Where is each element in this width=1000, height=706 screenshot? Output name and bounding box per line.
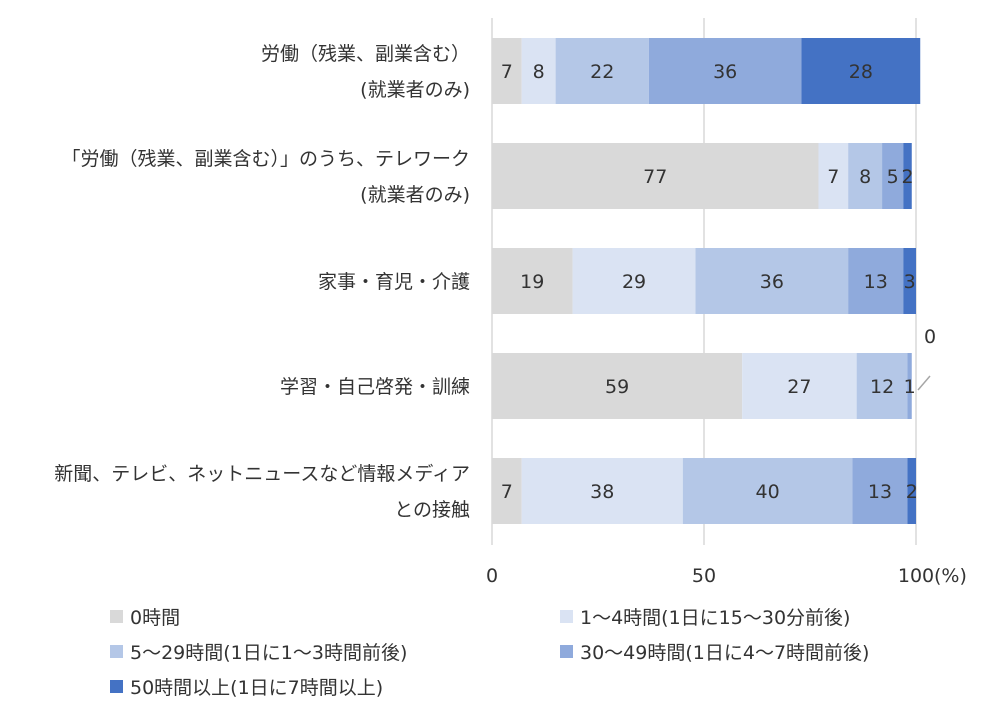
segment-label-1-2: 8 [859, 166, 871, 188]
segment-label-1-3: 5 [887, 166, 899, 188]
category-label-4-1: との接触 [394, 499, 470, 521]
segment-label-1-1: 7 [827, 166, 839, 188]
segment-label-4-4: 2 [906, 481, 918, 503]
bar-segment-0-4 [801, 38, 921, 104]
bar-segment-1-4 [903, 143, 912, 209]
legend-label-3: 30～49時間(1日に4～7時間前後) [580, 642, 869, 664]
segment-label-1-4: 2 [901, 166, 913, 188]
segment-label-0-0: 7 [501, 61, 513, 83]
x-axis: 0 50 100 (%) [486, 565, 967, 587]
legend-swatch-0 [110, 610, 123, 623]
bar-segment-3-0 [492, 353, 743, 419]
segment-label-3-0: 59 [605, 376, 629, 398]
category-label-3-0: 学習・自己啓発・訓練 [280, 376, 470, 398]
segment-label-0-3: 36 [713, 61, 737, 83]
bar-segment-0-1 [521, 38, 556, 104]
bar-segment-2-3 [848, 248, 904, 314]
bar-segment-3-2 [856, 353, 908, 419]
annotation-leader-0 [917, 375, 931, 391]
bar-segment-2-1 [572, 248, 696, 314]
segment-label-2-1: 29 [622, 271, 646, 293]
annotations: 0 [917, 326, 936, 391]
segment-label-4-1: 38 [590, 481, 614, 503]
bar-segment-1-1 [818, 143, 849, 209]
bar-segment-4-0 [492, 458, 522, 524]
bar-segments [492, 38, 921, 524]
bar-segment-2-2 [695, 248, 849, 314]
category-label-1-0: 「労働（残業、副業含む）」のうち、テレワーク [61, 148, 470, 170]
bar-segment-0-0 [492, 38, 522, 104]
legend-swatch-1 [560, 610, 573, 623]
segment-label-3-1: 27 [787, 376, 811, 398]
bar-segment-2-0 [492, 248, 573, 314]
legend-label-1: 1～4時間(1日に15～30分前後) [580, 607, 850, 629]
legend: 0時間 1～4時間(1日に15～30分前後) 5～29時間(1日に1～3時間前後) 3… [110, 607, 869, 699]
bar-segment-0-2 [555, 38, 649, 104]
segment-label-2-0: 19 [520, 271, 544, 293]
bar-segment-4-4 [907, 458, 916, 524]
annotation-label-0: 0 [924, 326, 936, 348]
x-tick-label-50: 50 [692, 565, 716, 587]
bar-segment-1-3 [882, 143, 904, 209]
segment-label-0-1: 8 [533, 61, 545, 83]
category-labels: 労働（残業、副業含む） (就業者のみ) 「労働（残業、副業含む）」のうち、テレワーク… [54, 43, 470, 521]
segment-label-2-2: 36 [760, 271, 784, 293]
category-label-0-0: 労働（残業、副業含む） [261, 43, 470, 65]
x-tick-label-100: 100 [898, 565, 934, 587]
bar-segment-4-2 [682, 458, 853, 524]
segment-label-4-2: 40 [756, 481, 780, 503]
bar-segment-4-3 [852, 458, 908, 524]
category-label-2-0: 家事・育児・介護 [318, 271, 470, 293]
bar-segment-0-3 [648, 38, 802, 104]
bar-segment-3-1 [742, 353, 857, 419]
segment-label-3-3: 1 [904, 376, 916, 398]
x-tick-label-0: 0 [486, 565, 498, 587]
bar-segment-1-2 [848, 143, 883, 209]
legend-label-0: 0時間 [130, 607, 180, 629]
segment-label-4-0: 7 [501, 481, 513, 503]
segment-label-2-4: 3 [904, 271, 916, 293]
segment-label-0-2: 22 [590, 61, 614, 83]
category-label-4-0: 新聞、テレビ、ネットニュースなど情報メディア [54, 463, 470, 485]
segment-label-3-2: 12 [870, 376, 894, 398]
legend-swatch-3 [560, 645, 573, 658]
bar-segment-2-4 [903, 248, 916, 314]
category-label-0-1: (就業者のみ) [360, 79, 470, 101]
category-label-1-1: (就業者のみ) [360, 184, 470, 206]
segment-label-1-0: 77 [643, 166, 667, 188]
bar-segment-4-1 [521, 458, 683, 524]
bar-segment-1-0 [492, 143, 819, 209]
segment-label-0-4: 28 [849, 61, 873, 83]
legend-swatch-4 [110, 680, 123, 693]
legend-swatch-2 [110, 645, 123, 658]
segment-label-2-3: 13 [864, 271, 888, 293]
legend-label-2: 5～29時間(1日に1～3時間前後) [130, 642, 407, 664]
segment-label-4-3: 13 [868, 481, 892, 503]
x-unit-label: (%) [934, 565, 967, 587]
legend-label-4: 50時間以上(1日に7時間以上) [130, 677, 383, 699]
bar-segment-3-3 [907, 353, 912, 419]
